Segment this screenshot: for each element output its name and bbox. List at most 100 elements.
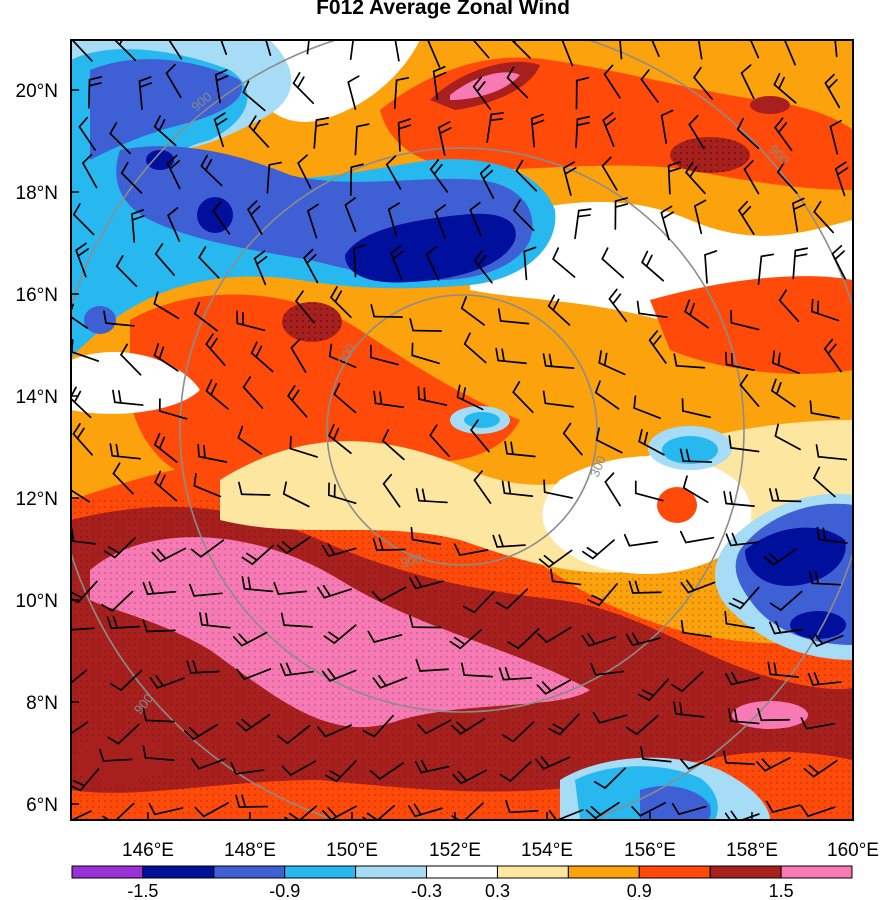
colorbar-label: 0.9	[627, 881, 652, 900]
wind-barb	[394, 40, 400, 62]
wind-barb	[771, 378, 796, 408]
wind-barb	[637, 678, 669, 701]
wind-barb	[537, 626, 572, 644]
wind-barb	[679, 448, 713, 463]
plot-area	[71, 40, 853, 820]
wind-barb	[189, 583, 223, 597]
wind-barb	[562, 422, 583, 456]
wind-barb	[276, 536, 311, 554]
ring-label-inner-s: 300	[399, 551, 424, 571]
wind-barb	[199, 612, 231, 629]
colorbar: -1.5 -0.9 -0.3 0.3 0.9 1.5	[71, 865, 853, 900]
wind-barb	[680, 756, 715, 770]
wind-barb	[638, 428, 665, 456]
wind-barb	[149, 675, 185, 689]
wind-barb	[523, 246, 537, 281]
wind-barb	[769, 620, 804, 635]
wind-barb	[349, 40, 355, 61]
wind-barb	[75, 242, 89, 278]
plot-frame	[70, 39, 854, 821]
wind-barb	[552, 247, 576, 278]
wind-barb	[354, 123, 370, 156]
wind-barb	[530, 113, 545, 148]
wind-barb	[601, 247, 624, 279]
wind-barb	[330, 286, 352, 319]
wind-barb	[542, 390, 574, 408]
wind-barb	[723, 490, 755, 507]
wind-barb	[197, 443, 228, 463]
x-tick-label: 150°E	[326, 840, 378, 861]
wind-barb	[582, 539, 615, 560]
colorbar-label: -1.5	[127, 881, 158, 900]
wind-barb	[548, 713, 580, 736]
wind-barb	[387, 202, 400, 238]
wind-barb	[472, 40, 490, 59]
y-tick-label: 6°N	[26, 795, 58, 816]
wind-barb	[307, 203, 319, 239]
wind-barb	[287, 385, 308, 418]
colorbar-swatch	[496, 865, 569, 879]
wind-barb	[671, 671, 704, 692]
wind-barb	[743, 159, 760, 195]
field-near-zero-west	[71, 351, 200, 414]
wind-barb	[479, 164, 495, 200]
y-axis: 6°N 8°N 10°N 12°N 14°N 16°N 18°N 20°N	[16, 81, 79, 816]
colorbar-label: 0.3	[485, 881, 510, 900]
range-ring-inner	[326, 294, 598, 566]
wind-barb	[205, 379, 229, 410]
wind-barb	[370, 304, 404, 318]
colorbar-swatch	[213, 865, 286, 879]
wind-barb	[460, 662, 494, 678]
wind-barb	[106, 615, 141, 630]
wind-barb	[604, 472, 622, 507]
wind-barb	[328, 423, 352, 455]
wind-barb	[236, 310, 266, 332]
wind-barb	[774, 117, 793, 152]
y-tick-label: 18°N	[16, 183, 58, 204]
wind-barb	[587, 583, 618, 607]
field-negative-cell-east	[662, 436, 718, 464]
wind-barb	[247, 200, 263, 235]
wind-barb	[640, 69, 659, 103]
wind-barb	[548, 809, 584, 820]
wind-barb	[601, 156, 618, 191]
field-negative-cell-nw2	[146, 150, 174, 170]
wind-barb	[625, 632, 661, 647]
wind-barb	[575, 76, 590, 110]
range-rings	[71, 40, 853, 820]
wind-barb	[237, 425, 263, 455]
wind-barb	[381, 429, 405, 461]
y-tick-label: 20°N	[16, 81, 58, 102]
field-cell-northeast2	[750, 96, 790, 114]
wind-barb	[142, 619, 176, 633]
wind-barb	[165, 63, 182, 99]
wind-barb	[800, 805, 836, 818]
wind-barb	[236, 668, 272, 681]
wind-barb	[449, 628, 483, 650]
wind-barb	[724, 351, 755, 372]
wind-barb	[306, 40, 310, 55]
wind-barb	[728, 586, 760, 610]
wind-barb	[390, 245, 404, 280]
wind-barb	[242, 376, 264, 409]
wind-barb	[158, 398, 188, 420]
wind-barb	[562, 161, 577, 196]
wind-barb	[317, 724, 352, 738]
wind-barb	[153, 115, 177, 147]
wind-barb	[153, 343, 179, 372]
wind-barb	[235, 794, 269, 808]
wind-barb	[266, 161, 282, 194]
field-negative-peak-band	[345, 213, 516, 283]
wind-barb	[736, 117, 760, 150]
wind-barb	[87, 76, 103, 109]
wind-barb	[727, 708, 760, 725]
wind-barb	[432, 65, 447, 101]
wind-barb	[200, 154, 223, 187]
wind-barb	[800, 716, 835, 730]
wind-barb	[807, 672, 842, 686]
wind-barb	[323, 624, 357, 644]
wind-barb	[680, 619, 712, 638]
wind-barb	[507, 628, 540, 650]
wind-barb	[321, 668, 357, 682]
